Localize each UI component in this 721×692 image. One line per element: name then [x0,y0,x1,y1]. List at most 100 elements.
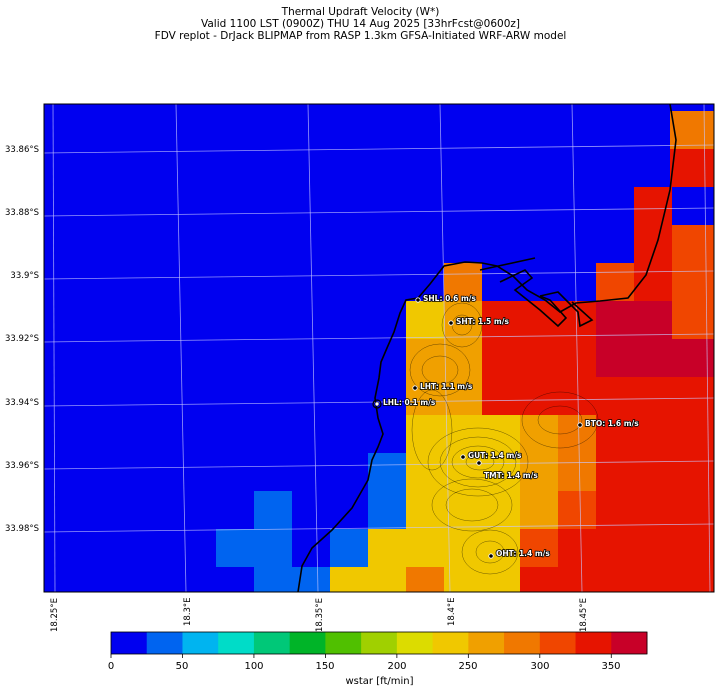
colorbar-tick-label: 350 [601,661,621,672]
station-marker [460,454,466,460]
heat-cell [292,567,330,592]
heat-cell [520,491,558,529]
station-marker [488,553,494,559]
station-label: SHL: 0.6 m/s [423,294,477,303]
station-marker [374,401,380,407]
lat-label: 33.96°S [5,461,39,471]
heat-cell [520,453,558,491]
colorbar-tick-label: 300 [530,661,550,672]
heat-cell [672,225,714,263]
lon-label: 18.3°E [183,597,193,626]
colorbar-swatch [539,632,577,654]
colorbar [110,631,648,658]
station-lhl[interactable]: LHL: 0.1 m/s [372,397,437,409]
heat-cell [368,529,520,567]
heat-cell [558,491,596,529]
station-shl[interactable]: SHL: 0.6 m/s [415,293,477,304]
heat-cell [444,567,520,592]
colorbar-tick-label: 100 [244,661,264,672]
station-label: LHL: 0.1 m/s [383,398,436,407]
lat-label: 33.98°S [5,524,39,534]
colorbar-swatch [218,632,255,654]
station-label: OHT: 1.4 m/s [496,549,550,558]
lon-label: 18.45°E [579,598,589,632]
station-marker [415,297,421,303]
station-lht[interactable]: LHT: 1.1 m/s [412,381,474,392]
lon-label: 18.25°E [50,598,60,632]
heat-cell [254,491,292,592]
weather-stations: SHL: 0.6 m/s SHT: 1.5 m/s LHT: 1.1 m/s L… [372,293,640,559]
lat-label: 33.9°S [10,271,39,281]
colorbar-swatch [253,632,291,654]
heat-cell [670,149,714,187]
colorbar-swatch [289,632,326,654]
colorbar-frame [110,631,648,655]
heat-cell [596,377,714,592]
colorbar-swatch [468,632,505,654]
station-marker [476,460,482,466]
heat-cell [406,301,444,339]
colorbar-tick-label: 50 [175,661,189,672]
colorbar-swatch [325,632,362,654]
station-tmt[interactable]: TMT: 1.4 m/s [476,460,539,481]
lon-label: 18.4°E [447,597,457,626]
colorbar-swatch [611,632,648,654]
station-label: BTO: 1.6 m/s [585,419,639,428]
colorbar-swatch [182,632,219,654]
station-label: LHT: 1.1 m/s [420,382,473,391]
heatmap-layer [44,104,714,592]
colorbar-swatch [146,632,183,654]
map-subtitle-model: FDV replot - DrJack BLIPMAP from RASP 1.… [154,30,567,42]
colorbar-swatches [111,632,648,654]
map-title: Thermal Updraft Velocity (W*) [281,6,440,18]
heat-cell [596,263,634,301]
heat-cell [368,453,406,529]
lat-label: 33.94°S [5,398,39,408]
colorbar-tick-label: 200 [387,661,407,672]
heat-cell [670,111,714,149]
colorbar-swatch [396,632,434,654]
heat-cell [444,263,482,301]
heat-cell [216,529,254,567]
heat-cell [406,415,520,453]
station-label: TMT: 1.4 m/s [484,471,538,480]
lat-label: 33.86°S [5,145,39,155]
heat-cell [672,263,714,339]
heat-cell [406,491,520,529]
station-marker [448,320,454,326]
heat-cell [520,529,558,567]
plot-frame [43,103,715,593]
station-label: SHT: 1.5 m/s [456,317,509,326]
heat-cell [558,453,596,491]
colorbar-ticks [110,654,612,658]
colorbar-tick-label: 250 [458,661,478,672]
lat-label: 33.92°S [5,334,39,344]
colorbar-tick-label: 150 [315,661,335,672]
graticule [44,104,714,592]
colorbar-tick-label: 0 [107,661,115,672]
colorbar-label: wstar [ft/min] [345,676,414,687]
map-subtitle-valid-time: Valid 1100 LST (0900Z) THU 14 Aug 2025 [… [201,18,520,30]
colorbar-swatch [432,632,469,654]
heat-cell [672,339,714,377]
station-gut[interactable]: GUT: 1.4 m/s [460,450,523,461]
station-marker [577,422,583,428]
lat-label: 33.88°S [5,208,39,218]
station-marker-ring [372,399,382,409]
heat-cell [520,415,558,453]
heat-cell [330,529,368,567]
station-marker [412,385,418,391]
colorbar-swatch [504,632,541,654]
heat-cell [634,225,672,263]
heat-cell [596,301,672,377]
station-sht[interactable]: SHT: 1.5 m/s [448,316,510,327]
station-oht[interactable]: OHT: 1.4 m/s [488,548,551,559]
heat-cell [406,567,444,592]
lon-label: 18.35°E [315,598,325,632]
colorbar-swatch [111,632,148,654]
terrain-contours [409,302,599,575]
colorbar-swatch [361,632,398,654]
station-bto[interactable]: BTO: 1.6 m/s [577,418,640,429]
station-label: GUT: 1.4 m/s [468,451,522,460]
